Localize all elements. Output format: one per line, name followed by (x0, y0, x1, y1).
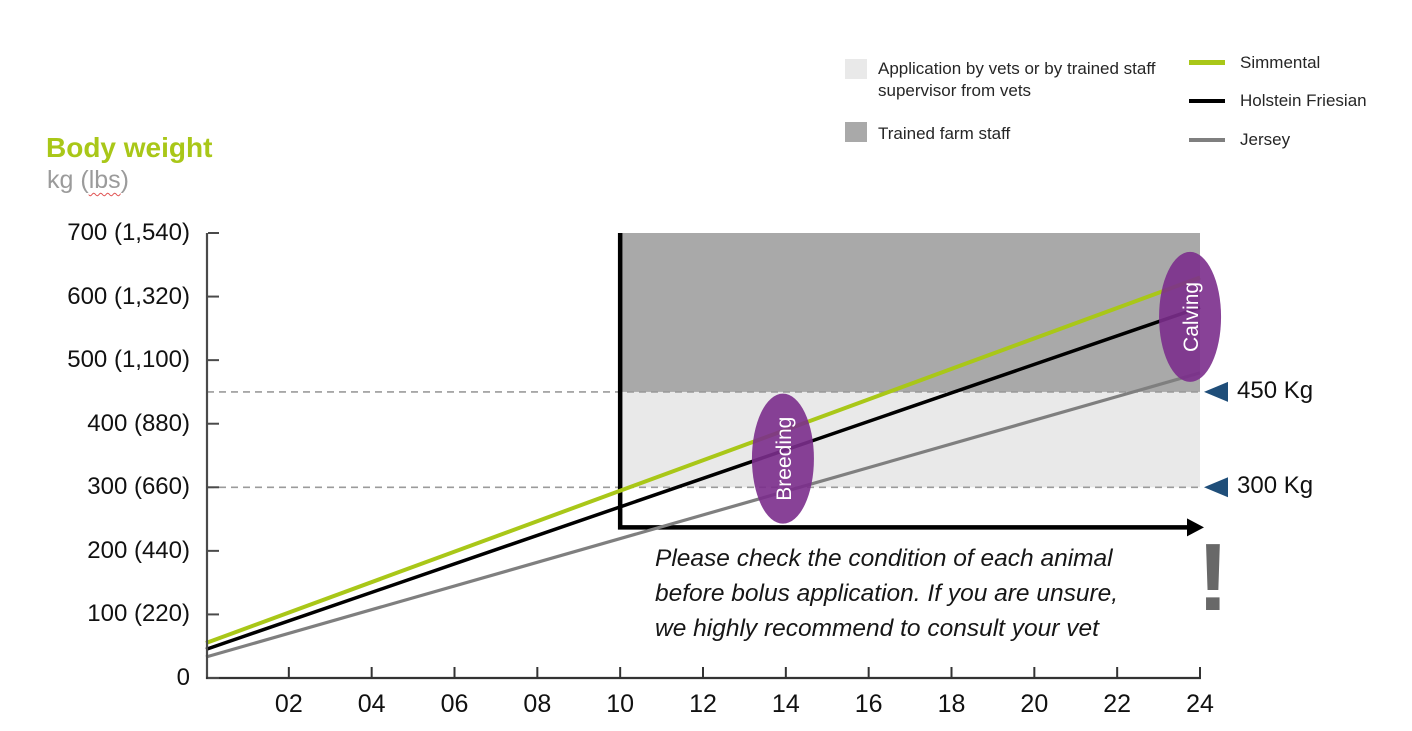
threshold-label-450kg: 450 Kg (1237, 376, 1314, 404)
x-tick-label-04: 04 (357, 690, 386, 718)
annotation-ellipse-calving (1159, 251, 1222, 382)
legend-line-simmental (1189, 60, 1225, 65)
threshold-arrow-icon-450 (1204, 381, 1228, 402)
region-farm-staff (620, 233, 1200, 392)
legend-label-jersey: Jersey (1240, 130, 1291, 149)
x-tick-label-22: 22 (1103, 690, 1132, 718)
series-line-jersey (205, 371, 1201, 659)
annotation-ellipse-breeding (751, 393, 814, 524)
y-tick-label-100: 100 (220) (87, 600, 190, 628)
legend-swatch-vet-application (845, 59, 867, 79)
y-tick-label-600: 600 (1,320) (67, 282, 190, 310)
y-tick-label-500: 500 (1,100) (67, 346, 190, 374)
legend-label-simmental: Simmental (1240, 53, 1321, 72)
x-tick-label-16: 16 (854, 690, 883, 718)
y-tick-label-700: 700 (1,540) (67, 219, 190, 246)
note-line-1: Please check the condition of each anima… (655, 545, 1113, 572)
legend-label-holstein: Holstein Friesian (1240, 91, 1367, 110)
x-tick-label-12: 12 (689, 690, 717, 718)
series-line-simmental (205, 275, 1201, 645)
threshold-label-300kg: 300 Kg (1237, 472, 1314, 500)
inner-axis-arrowhead-icon (1187, 518, 1204, 537)
annotation-text-breeding: Breeding (773, 417, 796, 501)
threshold-arrow-icon-300 (1204, 477, 1228, 498)
chart-unit-label: kg (lbs) (47, 166, 129, 195)
y-tick-label-300: 300 (660) (87, 473, 190, 501)
note-text: Please check the condition of each anima… (655, 541, 1118, 646)
x-tick-label-02: 02 (274, 690, 303, 718)
x-tick-label-06: 06 (440, 690, 469, 718)
series-line-holstein-friesian (205, 305, 1201, 652)
unit-suffix: ) (120, 166, 129, 194)
legend-line-holstein (1189, 99, 1225, 103)
legend-line-jersey (1189, 138, 1225, 142)
y-tick-label-200: 200 (440) (87, 536, 190, 564)
y-tick-label-400: 400 (880) (87, 409, 190, 437)
x-tick-label-18: 18 (937, 690, 966, 718)
inner-axis (617, 233, 1188, 530)
legend-label-farm-staff: Trained farm staff (878, 124, 1011, 143)
legend-label-vet-application: Application by vets or by trained staff … (878, 59, 1156, 100)
warning-exclamation-icon: ! (1197, 524, 1229, 631)
x-tick-label-20: 20 (1020, 690, 1049, 718)
note-line-3: we highly recommend to consult your vet (655, 615, 1099, 642)
unit-prefix: kg ( (47, 166, 89, 194)
x-tick-label-24: 24 (1186, 690, 1214, 718)
chart-title: Body weight (46, 132, 213, 163)
annotation-text-calving: Calving (1180, 282, 1203, 352)
x-tick-label-10: 10 (606, 690, 635, 718)
y-tick-label-0: 0 (176, 664, 190, 691)
unit-lbs: lbs (88, 166, 121, 194)
x-tick-label-08: 08 (523, 690, 552, 718)
note-line-2: before bolus application. If you are uns… (655, 580, 1119, 607)
x-tick-label-14: 14 (771, 690, 800, 718)
legend-swatch-farm-staff (845, 122, 867, 142)
